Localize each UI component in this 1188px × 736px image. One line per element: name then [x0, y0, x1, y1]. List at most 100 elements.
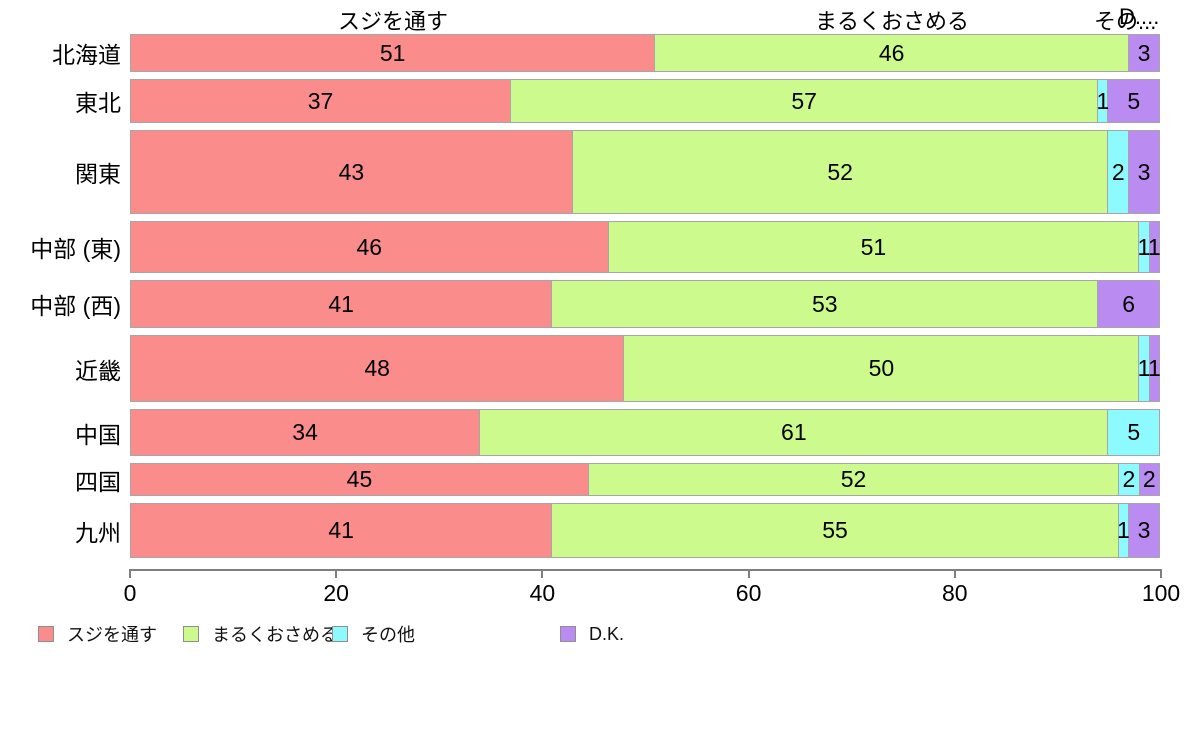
bar-track: 41 53 6 — [130, 280, 1160, 328]
bar-segment-4: 3 — [1129, 503, 1160, 558]
category-label: 九州 — [75, 519, 121, 546]
segment-value-label: 57 — [791, 87, 817, 114]
segment-value-label: 3 — [1137, 39, 1151, 66]
segment-value-label: 41 — [328, 517, 354, 543]
legend-item-suji: スジを通す — [38, 621, 157, 647]
chart-row: 近畿 48 50 1 1 — [0, 335, 1161, 402]
chart-row: 九州 41 55 1 3 — [0, 503, 1160, 558]
bar-segment-2: 55 — [552, 503, 1119, 558]
segment-value-label: 55 — [822, 517, 848, 543]
x-axis-tick — [1160, 569, 1162, 578]
segment-value-label: 1 — [1137, 233, 1151, 260]
legend-swatch-sonota — [332, 626, 348, 642]
x-axis-tick — [747, 569, 750, 578]
segment-value-label: 61 — [781, 419, 807, 445]
bar-track: 46 51 1 1 — [130, 221, 1161, 273]
bar-track: 51 46 3 — [130, 34, 1160, 72]
bar-segment-1: 41 — [130, 503, 553, 558]
bar-track: 43 52 2 3 — [130, 130, 1160, 214]
bar-segment-3: 1 — [1137, 335, 1151, 402]
bar-segment-3: 1 — [1117, 503, 1130, 558]
x-axis-tick — [541, 569, 544, 578]
segment-value-label: 1 — [1147, 355, 1161, 381]
column-header-sonota-truncated: その... — [1094, 9, 1157, 34]
bar-segment-1: 45 — [130, 463, 589, 496]
bar-segment-2: 51 — [608, 221, 1140, 273]
segment-value-label: 5 — [1127, 87, 1141, 114]
segment-value-label: 43 — [338, 158, 365, 185]
segment-value-label: 48 — [364, 355, 390, 381]
column-header-suji: スジを通す — [337, 9, 449, 34]
segment-value-label: 45 — [346, 466, 373, 492]
chart-row: 中部 (西) 41 53 6 — [0, 280, 1160, 328]
legend-item-sonota: その他 — [332, 621, 415, 647]
column-header-dk-truncated: D.... — [1119, 4, 1160, 29]
x-tick-label: 0 — [123, 580, 137, 606]
segment-value-label: 2 — [1111, 158, 1125, 185]
bar-segment-2: 53 — [552, 280, 1099, 328]
category-label: 関東 — [75, 161, 121, 187]
bar-segment-4: 5 — [1108, 79, 1160, 123]
chart-row: 中部 (東) 46 51 1 1 — [0, 221, 1161, 273]
segment-value-label: 53 — [811, 290, 838, 317]
bar-track: 34 61 5 — [130, 409, 1160, 456]
legend-label: まるくおさめる — [212, 625, 338, 645]
category-label: 北海道 — [52, 42, 121, 68]
segment-value-label: 34 — [292, 419, 318, 445]
bar-track: 45 52 2 2 — [130, 463, 1160, 496]
bar-segment-4: 2 — [1139, 463, 1160, 496]
segment-value-label: 51 — [379, 39, 406, 66]
x-axis-tick — [129, 569, 131, 578]
plot-area: 北海道 51 46 3 東北 37 57 1 5 関東 43 52 2 3 中部 (東) 46 51 1 1 中部 (… — [0, 34, 1161, 565]
chart-row: 中国 34 61 5 — [0, 409, 1160, 456]
chart-row: 東北 37 57 1 5 — [0, 79, 1160, 123]
legend-swatch-maruku — [183, 626, 199, 642]
segment-value-label: 5 — [1127, 419, 1141, 445]
bar-track: 41 55 1 3 — [130, 503, 1160, 558]
bar-segment-4: 1 — [1147, 335, 1161, 402]
column-header-maruku: まるくおさめる — [814, 9, 970, 34]
segment-value-label: 2 — [1142, 466, 1156, 492]
category-label: 中国 — [75, 421, 121, 448]
bar-segment-2: 50 — [624, 335, 1140, 402]
segment-value-label: 6 — [1122, 290, 1135, 317]
segment-value-label: 37 — [307, 87, 334, 114]
bar-segment-3: 1 — [1096, 79, 1109, 123]
x-tick-label: 80 — [942, 580, 968, 606]
category-label: 中部 (西) — [30, 293, 121, 319]
segment-value-label: 52 — [840, 466, 867, 492]
legend-label: スジを通す — [67, 625, 157, 645]
segment-value-label: 1 — [1137, 355, 1151, 381]
x-tick-label: 40 — [529, 580, 556, 606]
chart-row: 四国 45 52 2 2 — [0, 463, 1160, 496]
bar-segment-4: 3 — [1129, 130, 1160, 214]
bar-segment-1: 51 — [130, 34, 656, 72]
chart-row: 北海道 51 46 3 — [0, 34, 1160, 72]
bar-segment-2: 52 — [572, 130, 1109, 214]
category-label: 中部 (東) — [30, 236, 121, 262]
legend-label: D.K. — [589, 623, 625, 644]
segment-value-label: 46 — [356, 233, 383, 260]
x-axis-tick — [335, 569, 338, 578]
segment-value-label: 3 — [1137, 158, 1151, 185]
x-tick-label: 20 — [323, 580, 349, 606]
bar-segment-4: 6 — [1098, 280, 1160, 328]
segment-value-label: 3 — [1137, 517, 1151, 543]
legend-swatch-dk — [560, 626, 576, 642]
category-label: 東北 — [75, 90, 121, 116]
bar-segment-3: 2 — [1108, 130, 1130, 214]
bar-track: 37 57 1 5 — [130, 79, 1160, 123]
bar-track: 48 50 1 1 — [130, 335, 1161, 402]
segment-value-label: 41 — [328, 290, 354, 317]
x-tick-label: 100 — [1141, 580, 1181, 606]
category-label: 四国 — [75, 468, 121, 495]
bar-segment-2: 52 — [588, 463, 1120, 496]
bar-segment-3: 1 — [1137, 221, 1151, 273]
legend-item-maruku: まるくおさめる — [183, 621, 338, 647]
bar-segment-2: 46 — [655, 34, 1130, 72]
segment-value-label: 2 — [1122, 466, 1136, 492]
bar-segment-3: 2 — [1119, 463, 1140, 496]
x-axis-tick — [953, 569, 956, 578]
bar-segment-1: 46 — [130, 221, 609, 273]
